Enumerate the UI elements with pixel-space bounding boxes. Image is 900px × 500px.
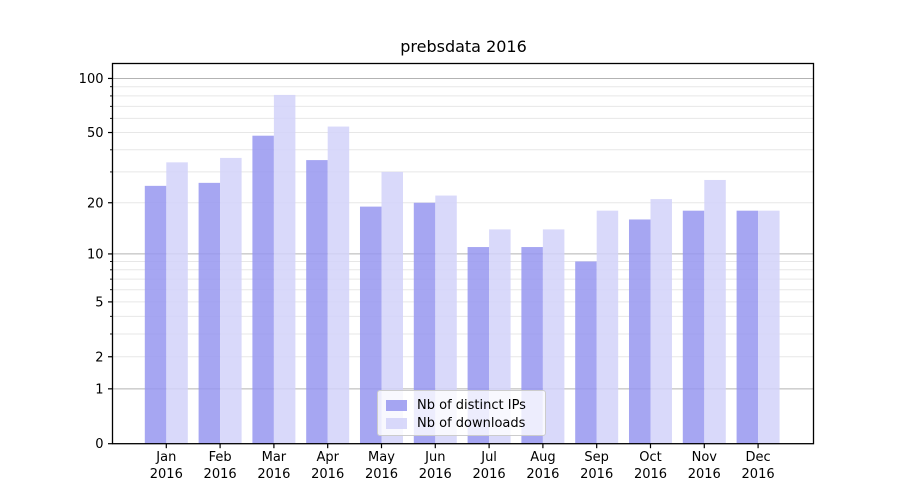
x-tick-label-month: Aug	[530, 450, 555, 465]
bar-ips-apr	[306, 160, 328, 444]
x-tick-label-year: 2016	[580, 467, 613, 482]
bar-downloads-may	[381, 171, 403, 444]
x-tick-label-month: Sep	[584, 450, 609, 465]
bar-downloads-dec	[758, 210, 780, 444]
legend-label-distinct-ips: Nb of distinct IPs	[417, 397, 526, 413]
x-tick-label-year: 2016	[204, 467, 237, 482]
bar-ips-jun	[413, 202, 436, 444]
bar-downloads-nov	[704, 179, 726, 444]
x-tick-label-month: Apr	[316, 450, 339, 465]
y-tick-label: 10	[87, 247, 104, 262]
x-tick-label-month: Feb	[209, 450, 232, 465]
bar-ips-dec	[736, 210, 759, 444]
x-tick-label-month: Oct	[639, 450, 661, 465]
y-tick-label: 2	[95, 350, 103, 365]
bar-downloads-feb	[220, 157, 242, 444]
x-tick-label-year: 2016	[473, 467, 506, 482]
bar-ips-may	[359, 206, 382, 444]
bar-downloads-jun	[435, 195, 457, 444]
y-tick-label: 1	[95, 382, 103, 397]
x-tick-label-month: Mar	[262, 450, 287, 465]
x-tick-label-year: 2016	[365, 467, 398, 482]
bar-downloads-sep	[596, 210, 619, 444]
chart-title: prebsdata 2016	[400, 37, 527, 56]
y-tick-label: 5	[95, 295, 103, 310]
x-tick-label-year: 2016	[634, 467, 667, 482]
x-tick-label-year: 2016	[419, 467, 452, 482]
y-tick-label: 100	[79, 72, 104, 87]
x-tick-label-year: 2016	[688, 467, 721, 482]
bar-downloads-oct	[650, 199, 672, 444]
x-tick-label-year: 2016	[257, 467, 290, 482]
legend-label-downloads: Nb of downloads	[417, 415, 526, 431]
legend-swatch-downloads	[386, 417, 407, 429]
legend-row-downloads: Nb of downloads	[386, 415, 537, 431]
bar-downloads-aug	[542, 229, 565, 444]
x-tick-label-year: 2016	[742, 467, 775, 482]
x-tick-label-month: Jul	[480, 450, 497, 465]
x-tick-label-month: Jan	[155, 450, 176, 465]
x-tick-label-month: May	[368, 450, 395, 465]
y-tick-label: 0	[95, 437, 103, 452]
legend: Nb of distinct IPs Nb of downloads	[377, 390, 546, 436]
legend-row-distinct-ips: Nb of distinct IPs	[386, 397, 537, 413]
x-tick-label-month: Jun	[424, 450, 445, 465]
bar-downloads-jan	[166, 162, 188, 444]
bar-ips-feb	[198, 182, 221, 444]
bar-ips-oct	[628, 219, 651, 444]
bar-ips-mar	[252, 135, 274, 444]
x-tick-label-month: Nov	[692, 450, 718, 465]
bar-downloads-apr	[327, 126, 350, 444]
bar-ips-jan	[144, 185, 167, 444]
x-tick-label-year: 2016	[526, 467, 559, 482]
y-tick-label: 50	[87, 126, 104, 141]
bar-ips-sep	[575, 261, 597, 444]
x-tick-label-year: 2016	[311, 467, 344, 482]
x-tick-label-year: 2016	[150, 467, 183, 482]
bar-ips-nov	[682, 210, 705, 444]
y-tick-label: 20	[87, 196, 104, 211]
bar-downloads-mar	[273, 94, 296, 444]
legend-swatch-distinct-ips	[386, 399, 407, 411]
x-tick-label-month: Dec	[746, 450, 771, 465]
